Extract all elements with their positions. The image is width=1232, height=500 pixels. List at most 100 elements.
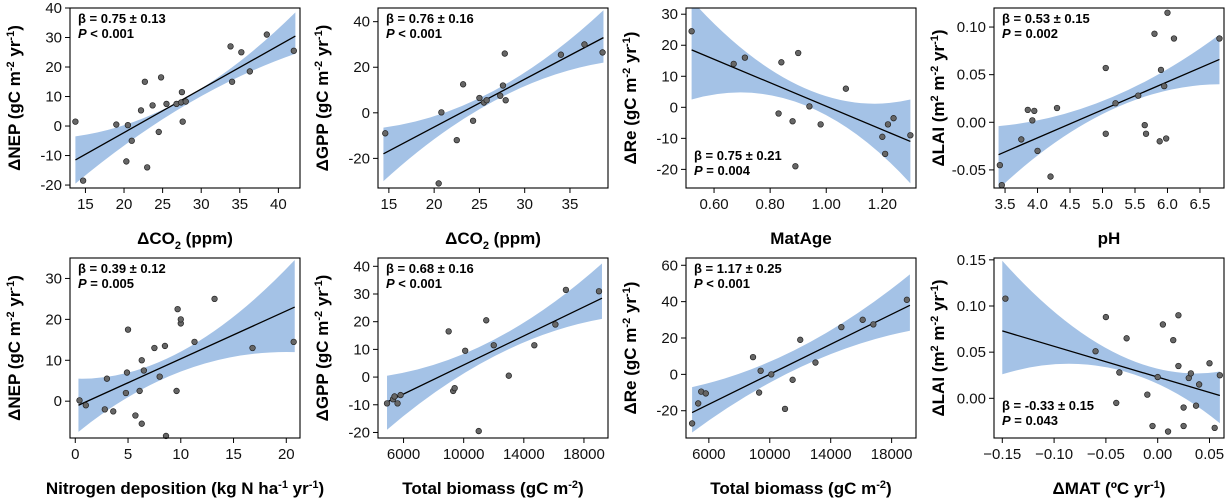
data-point <box>191 338 198 346</box>
x-tick-label: 6000 <box>692 446 725 463</box>
data-point <box>996 161 1003 169</box>
x-tick-label: 10 <box>172 446 189 463</box>
x-tick-label: 40 <box>270 196 287 213</box>
data-point <box>1002 295 1009 302</box>
data-point <box>879 133 886 140</box>
y-tick-label: 0.10 <box>957 298 986 315</box>
data-point <box>1206 360 1213 367</box>
y-tick-label: 20 <box>45 59 62 76</box>
data-point <box>128 137 135 144</box>
x-tick-label: 18000 <box>871 446 913 463</box>
regression-line <box>691 49 911 143</box>
data-point <box>1187 370 1194 377</box>
y-tick-label: -20 <box>348 150 370 167</box>
y-tick-label: 60 <box>661 257 678 274</box>
data-point <box>138 357 145 364</box>
regression-line <box>691 304 911 414</box>
data-point <box>156 373 163 380</box>
y-tick-label: 30 <box>45 30 62 47</box>
y-tick-label: 20 <box>353 314 370 331</box>
x-axis-label: ΔMAT (ºC yr-1) <box>1053 479 1166 498</box>
data-point <box>211 295 218 303</box>
y-tick-label: 0.05 <box>957 344 986 361</box>
data-point <box>789 118 796 125</box>
data-point <box>497 92 504 99</box>
data-point <box>394 400 401 407</box>
y-tick-label: 0.10 <box>957 19 986 36</box>
y-tick-label: 20 <box>45 311 62 328</box>
panel-lai-vs-mat: −0.15 −0.10 −0.05 0.00 0.05 0.00 0.05 0.10 0.15 Δ… <box>924 250 1232 500</box>
x-tick-label: 18000 <box>563 446 605 463</box>
x-tick-label: 0.00 <box>1143 446 1172 463</box>
data-point <box>138 420 145 427</box>
data-point <box>907 132 914 139</box>
data-point <box>688 28 695 35</box>
x-tick-label: 5.5 <box>1125 196 1146 213</box>
y-tick-label: 0 <box>362 105 370 122</box>
data-point <box>140 367 148 374</box>
y-tick-label: 30 <box>353 286 370 303</box>
y-axis-label: ΔNEP (gC m-2 yr-1) <box>5 25 24 171</box>
x-tick-label: 0 <box>71 446 79 463</box>
data-point <box>445 328 452 335</box>
data-point <box>238 49 245 56</box>
y-tick-label: 40 <box>45 0 62 17</box>
data-point <box>1151 30 1158 37</box>
data-point <box>227 43 234 50</box>
x-tick-label: 15 <box>77 196 94 213</box>
data-point <box>149 102 156 109</box>
data-point <box>1029 117 1036 124</box>
data-point <box>1211 424 1218 431</box>
data-point <box>1159 321 1167 328</box>
data-point <box>1112 100 1119 107</box>
y-tick-label: 40 <box>661 294 678 311</box>
data-point <box>1175 312 1182 319</box>
beta-annotation: β = 0.75 ± 0.13 <box>78 11 166 26</box>
data-point <box>451 385 458 392</box>
data-point <box>1018 136 1025 143</box>
data-point <box>476 94 483 102</box>
data-point <box>182 98 189 105</box>
confidence-band <box>998 34 1220 188</box>
data-point <box>249 344 256 352</box>
regression-line <box>386 297 603 403</box>
data-point <box>157 74 165 81</box>
data-point <box>155 128 162 136</box>
data-point <box>1163 135 1170 142</box>
data-point <box>1156 138 1163 145</box>
data-point <box>1216 372 1224 379</box>
y-tick-label: -0.05 <box>952 162 986 179</box>
data-point <box>795 49 802 57</box>
y-axis-label: ΔLAI (m2 m-2 yr-1) <box>929 279 948 416</box>
data-point <box>1154 373 1161 381</box>
data-point <box>76 397 83 404</box>
data-point <box>144 164 151 171</box>
data-point <box>1092 348 1099 355</box>
data-point <box>453 137 460 144</box>
plot-frame <box>377 257 609 439</box>
data-point <box>781 405 789 413</box>
data-point <box>870 321 877 328</box>
data-point <box>741 54 749 61</box>
data-point <box>162 432 170 440</box>
regression-line <box>78 306 295 406</box>
x-tick-label: 20 <box>278 446 295 463</box>
data-point <box>1123 335 1130 342</box>
data-point <box>397 391 404 399</box>
x-tick-label: 30 <box>193 196 210 213</box>
y-tick-label: 0 <box>362 369 370 386</box>
x-axis-label: Nitrogen deposition (kg N ha-1 yr-1) <box>46 479 324 498</box>
y-axis-label: ΔLAI (m2 m-2 yr-1) <box>929 29 948 166</box>
x-tick-label: 4.5 <box>1060 196 1081 213</box>
y-tick-label: -20 <box>40 177 62 194</box>
x-tick-label: 15 <box>381 196 398 213</box>
regression-line <box>383 37 604 155</box>
data-point <box>595 288 603 295</box>
chart-svg: 15 20 25 30 35 40 -20 -10 0 10 20 30 40 ΔCO2 (ppm) ΔNE… <box>5 0 301 252</box>
y-tick-label: 20 <box>661 330 678 347</box>
y-tick-label: 10 <box>661 68 678 85</box>
x-tick-label: −0.15 <box>983 446 1021 463</box>
chart-svg: 15 20 25 30 35 -20 0 20 40 ΔCO2 (ppm) ΔGPP (gC m-2… <box>313 7 609 252</box>
plot-frame <box>377 7 609 189</box>
